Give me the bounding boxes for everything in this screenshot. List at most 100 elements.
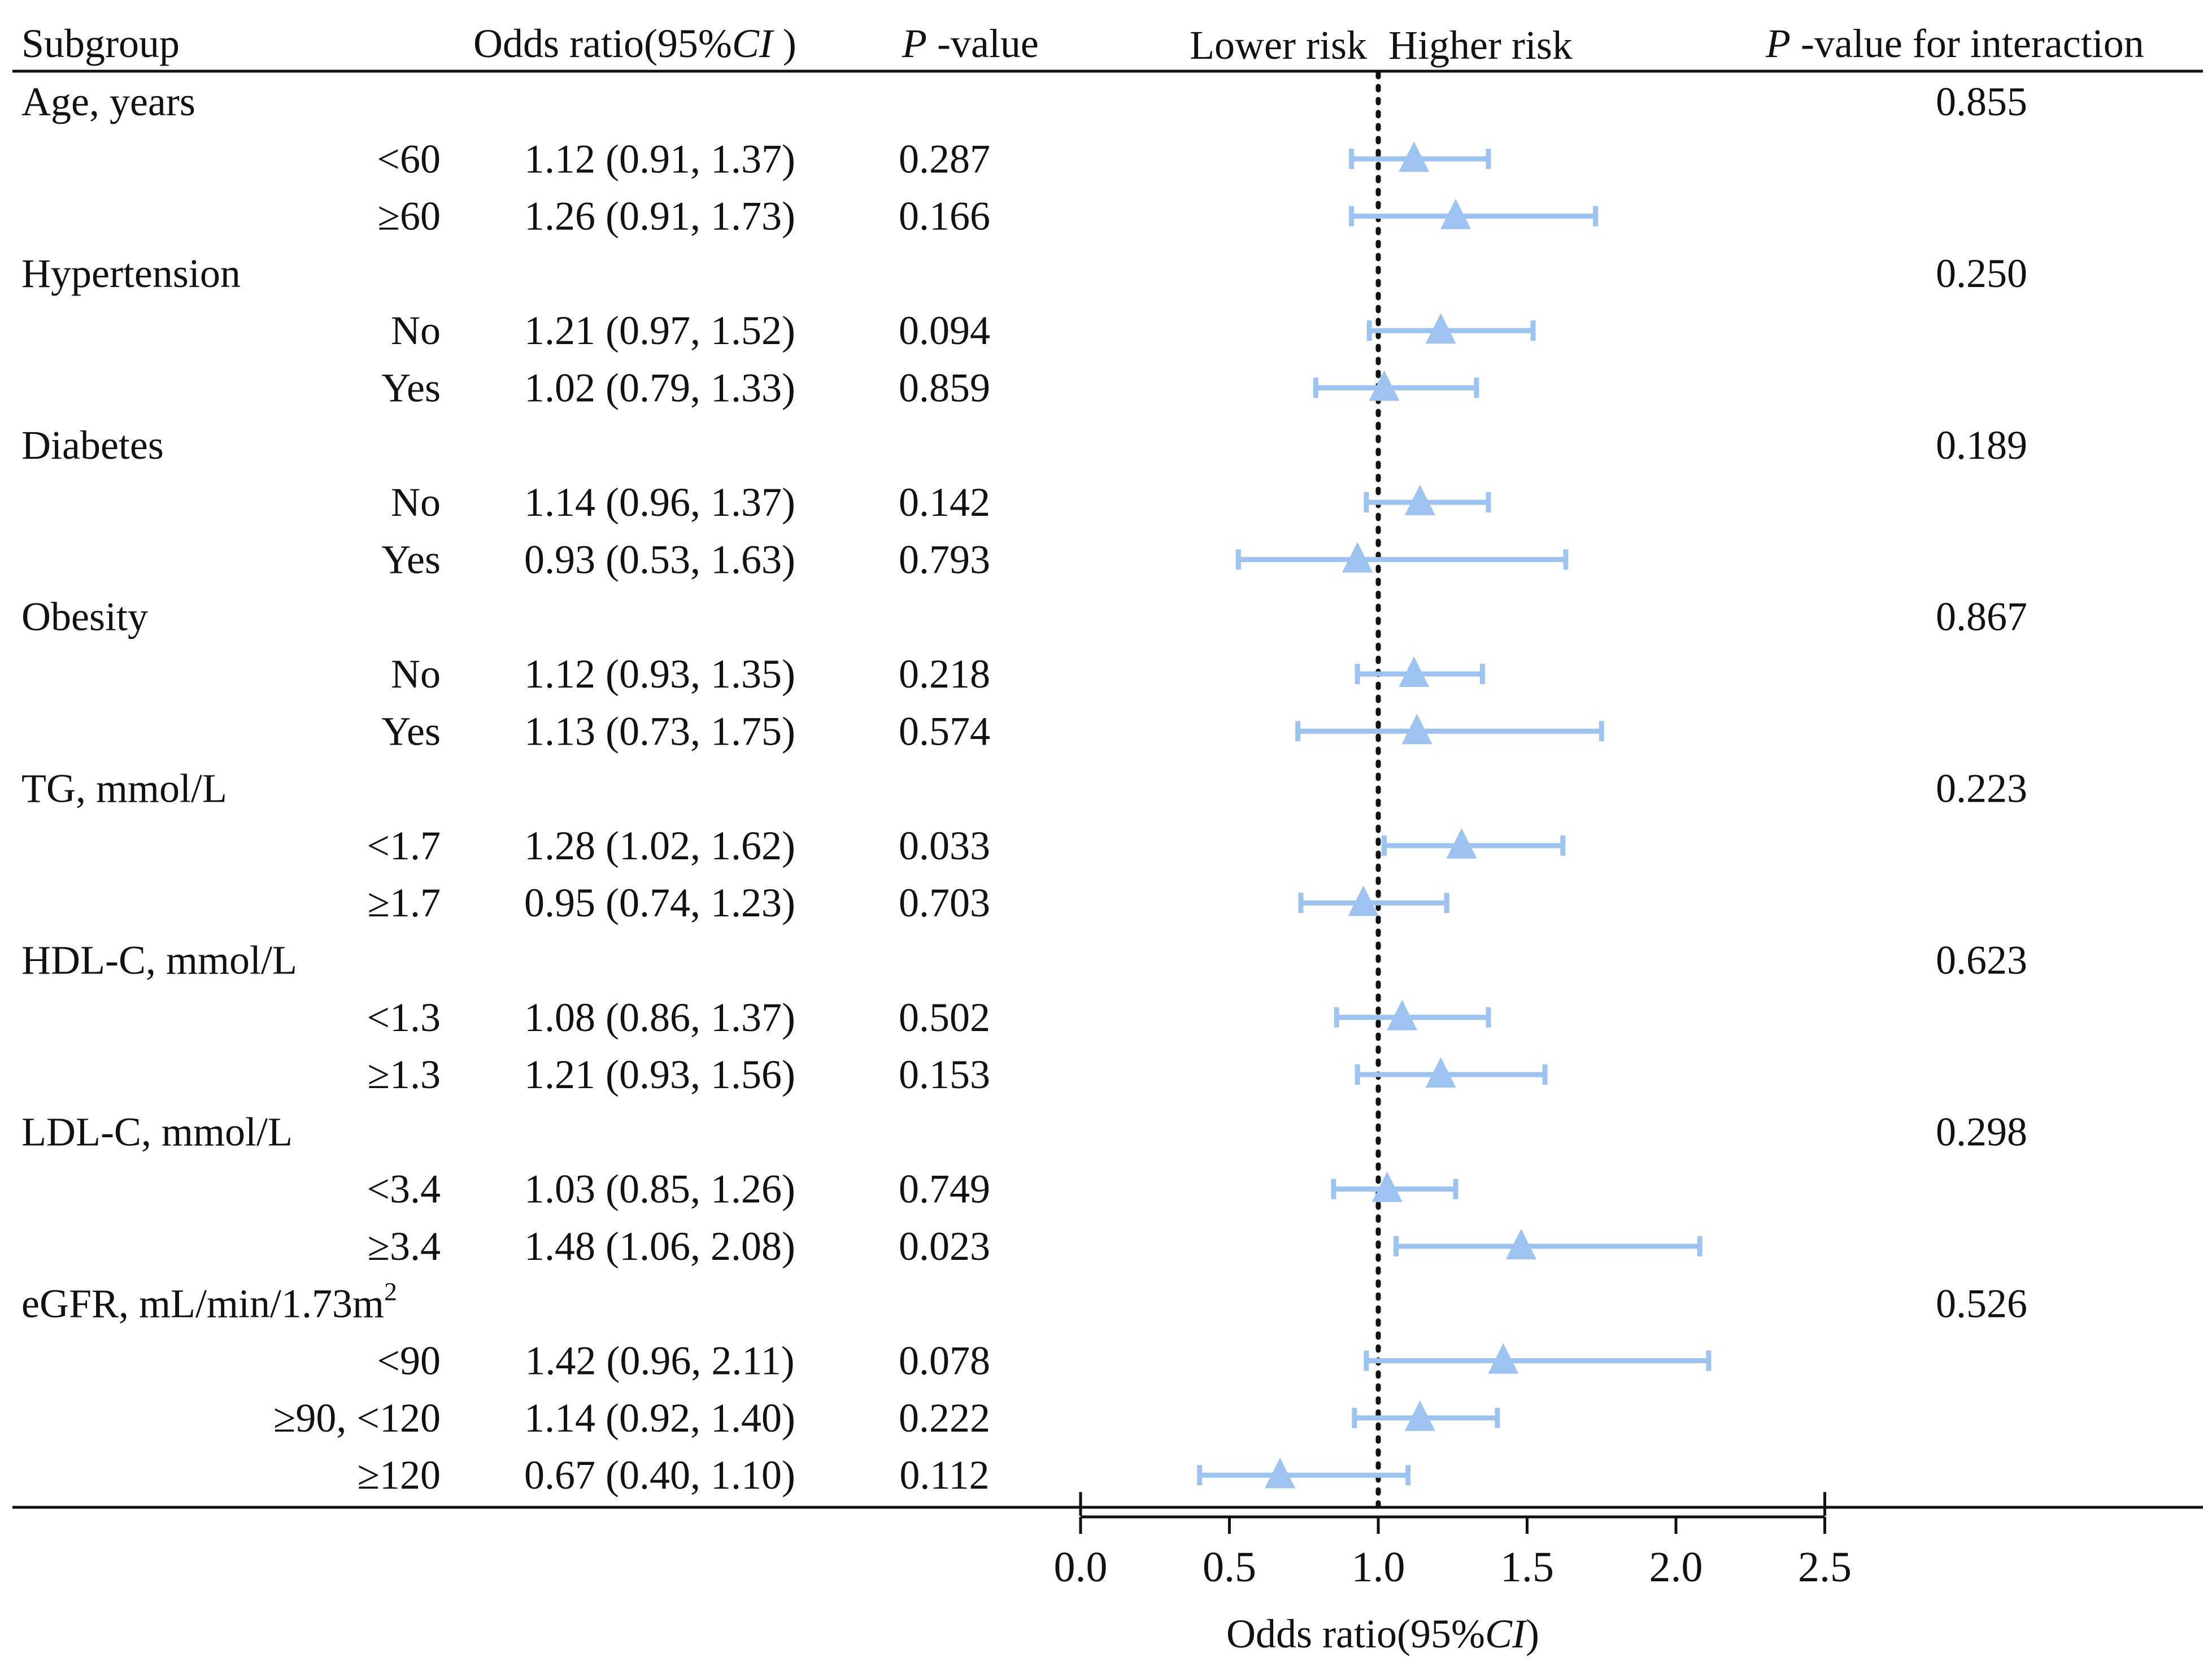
p-value-text: 0.094 xyxy=(899,308,990,353)
header-p-value: P -value xyxy=(902,21,1039,66)
odds-ratio-ci-text: 1.12 (0.91, 1.37) xyxy=(524,136,795,181)
x-axis-label-prefix: Odds ratio(95% xyxy=(1226,1611,1485,1656)
p-value-text: 0.153 xyxy=(899,1052,990,1097)
header-subgroup: Subgroup xyxy=(21,21,180,66)
point-estimate-marker xyxy=(1425,1057,1456,1088)
point-estimate-marker xyxy=(1399,656,1430,687)
odds-ratio-ci-text: 0.67 (0.40, 1.10) xyxy=(524,1452,795,1498)
p-interaction-value: 0.298 xyxy=(1936,1109,2027,1154)
odds-ratio-ci-text: 1.13 (0.73, 1.75) xyxy=(524,708,795,754)
subgroup-label: ≥1.3 xyxy=(367,1052,441,1097)
p-value-text: 0.023 xyxy=(899,1224,990,1269)
p-value-text: 0.502 xyxy=(899,995,990,1040)
odds-ratio-ci-text: 1.14 (0.92, 1.40) xyxy=(524,1395,795,1441)
group-label-superscript: 2 xyxy=(384,1277,397,1306)
x-tick-label: 0.0 xyxy=(1054,1543,1108,1591)
x-tick-label: 1.5 xyxy=(1500,1543,1554,1591)
p-value-text: 0.703 xyxy=(899,880,990,925)
subgroup-label: ≥1.7 xyxy=(367,880,441,925)
group-label: LDL-C, mmol/L xyxy=(21,1109,293,1154)
x-tick-label: 1.0 xyxy=(1352,1543,1405,1591)
odds-ratio-ci-text: 1.42 (0.96, 2.11) xyxy=(525,1338,794,1384)
p-value-text: 0.033 xyxy=(899,823,990,868)
p-value-text: 0.793 xyxy=(899,537,990,582)
header-p-interaction: P -value for interaction xyxy=(1765,21,2144,66)
subgroup-label: <3.4 xyxy=(367,1167,441,1212)
subgroup-label: <90 xyxy=(377,1338,441,1384)
header-odds-ratio: Odds ratio(95%CI ) xyxy=(473,21,796,66)
p-value-text: 0.218 xyxy=(899,651,990,697)
point-estimate-marker xyxy=(1399,141,1430,172)
odds-ratio-ci-text: 1.02 (0.79, 1.33) xyxy=(524,366,795,411)
x-axis: 0.0 0.5 1.0 1.5 2.0 2.5 xyxy=(1054,1492,1852,1591)
odds-ratio-ci-text: 0.95 (0.74, 1.23) xyxy=(524,880,795,925)
point-estimate-marker xyxy=(1488,1343,1519,1374)
p-interaction-value: 0.223 xyxy=(1936,766,2027,811)
x-axis-label-suffix: ) xyxy=(1526,1611,1539,1656)
header-higher-risk: Higher risk xyxy=(1388,23,1573,68)
header-pint-rest: -value for interaction xyxy=(1791,21,2144,66)
point-estimate-marker xyxy=(1440,198,1471,229)
subgroup-label: ≥60 xyxy=(377,194,441,239)
header-or-prefix: Odds ratio(95% xyxy=(473,21,732,66)
group-label: Obesity xyxy=(21,594,148,640)
p-interaction-value: 0.623 xyxy=(1936,938,2027,983)
x-axis-label: Odds ratio(95%CI) xyxy=(1226,1611,1539,1656)
subgroup-label: No xyxy=(391,308,441,353)
odds-ratio-ci-text: 0.93 (0.53, 1.63) xyxy=(524,537,795,582)
point-estimate-marker xyxy=(1371,1171,1403,1202)
p-value-text: 0.749 xyxy=(899,1167,990,1212)
point-estimate-marker xyxy=(1404,1400,1435,1431)
subgroup-label: No xyxy=(391,651,441,697)
odds-ratio-ci-text: 1.21 (0.93, 1.56) xyxy=(524,1052,795,1097)
header-p-italic: P xyxy=(902,21,927,66)
p-value-text: 0.222 xyxy=(899,1395,990,1441)
subgroup-label: ≥120 xyxy=(357,1452,441,1498)
p-value-text: 0.078 xyxy=(899,1338,990,1384)
subgroup-label: Yes xyxy=(381,708,441,754)
subgroup-label: Yes xyxy=(381,366,441,411)
p-value-text: 0.574 xyxy=(899,708,990,754)
subgroup-label: <1.7 xyxy=(367,823,441,868)
header-pint-italic: P xyxy=(1765,21,1791,66)
odds-ratio-ci-text: 1.21 (0.97, 1.52) xyxy=(524,308,795,353)
p-value-text: 0.166 xyxy=(899,194,990,239)
point-estimate-marker xyxy=(1505,1229,1536,1259)
point-estimate-marker xyxy=(1446,828,1477,859)
group-label: Diabetes xyxy=(21,423,164,468)
point-estimate-marker xyxy=(1348,885,1379,916)
forest-rows: Age, years 0.855 <60 1.12 (0.91, 1.37) 0.287… xyxy=(21,79,2027,1498)
p-interaction-value: 0.526 xyxy=(1936,1281,2027,1326)
x-tick-label: 0.5 xyxy=(1203,1543,1256,1591)
subgroup-label: <1.3 xyxy=(367,995,441,1040)
odds-ratio-ci-text: 1.12 (0.93, 1.35) xyxy=(524,651,795,697)
header-lower-risk: Lower risk xyxy=(1190,23,1367,68)
p-value-text: 0.142 xyxy=(899,480,990,525)
x-tick-label: 2.5 xyxy=(1798,1543,1852,1591)
subgroup-label: ≥90, <120 xyxy=(273,1395,441,1441)
point-estimate-marker xyxy=(1401,714,1432,745)
group-label: Hypertension xyxy=(21,251,241,296)
p-value-text: 0.112 xyxy=(899,1452,989,1498)
header-p-rest: -value xyxy=(927,21,1039,66)
header-or-suffix: ) xyxy=(773,21,796,66)
header-or-ci: CI xyxy=(732,21,774,66)
group-label: Age, years xyxy=(21,79,195,124)
subgroup-label: <60 xyxy=(377,136,441,181)
point-estimate-marker xyxy=(1425,313,1456,344)
odds-ratio-ci-text: 1.48 (1.06, 2.08) xyxy=(524,1224,795,1269)
odds-ratio-ci-text: 1.28 (1.02, 1.62) xyxy=(524,823,795,868)
subgroup-label: No xyxy=(391,480,441,525)
p-interaction-value: 0.867 xyxy=(1936,594,2027,640)
group-label: eGFR, mL/min/1.73m2 xyxy=(21,1277,397,1326)
group-label: HDL-C, mmol/L xyxy=(21,938,297,983)
subgroup-label: Yes xyxy=(381,537,441,582)
odds-ratio-ci-text: 1.03 (0.85, 1.26) xyxy=(524,1167,795,1212)
subgroup-label: ≥3.4 xyxy=(367,1224,441,1269)
p-value-text: 0.287 xyxy=(899,136,990,181)
x-axis-label-ci: CI xyxy=(1485,1611,1527,1656)
odds-ratio-ci-text: 1.14 (0.96, 1.37) xyxy=(524,480,795,525)
group-label: TG, mmol/L xyxy=(21,766,227,811)
point-estimate-marker xyxy=(1265,1458,1296,1489)
